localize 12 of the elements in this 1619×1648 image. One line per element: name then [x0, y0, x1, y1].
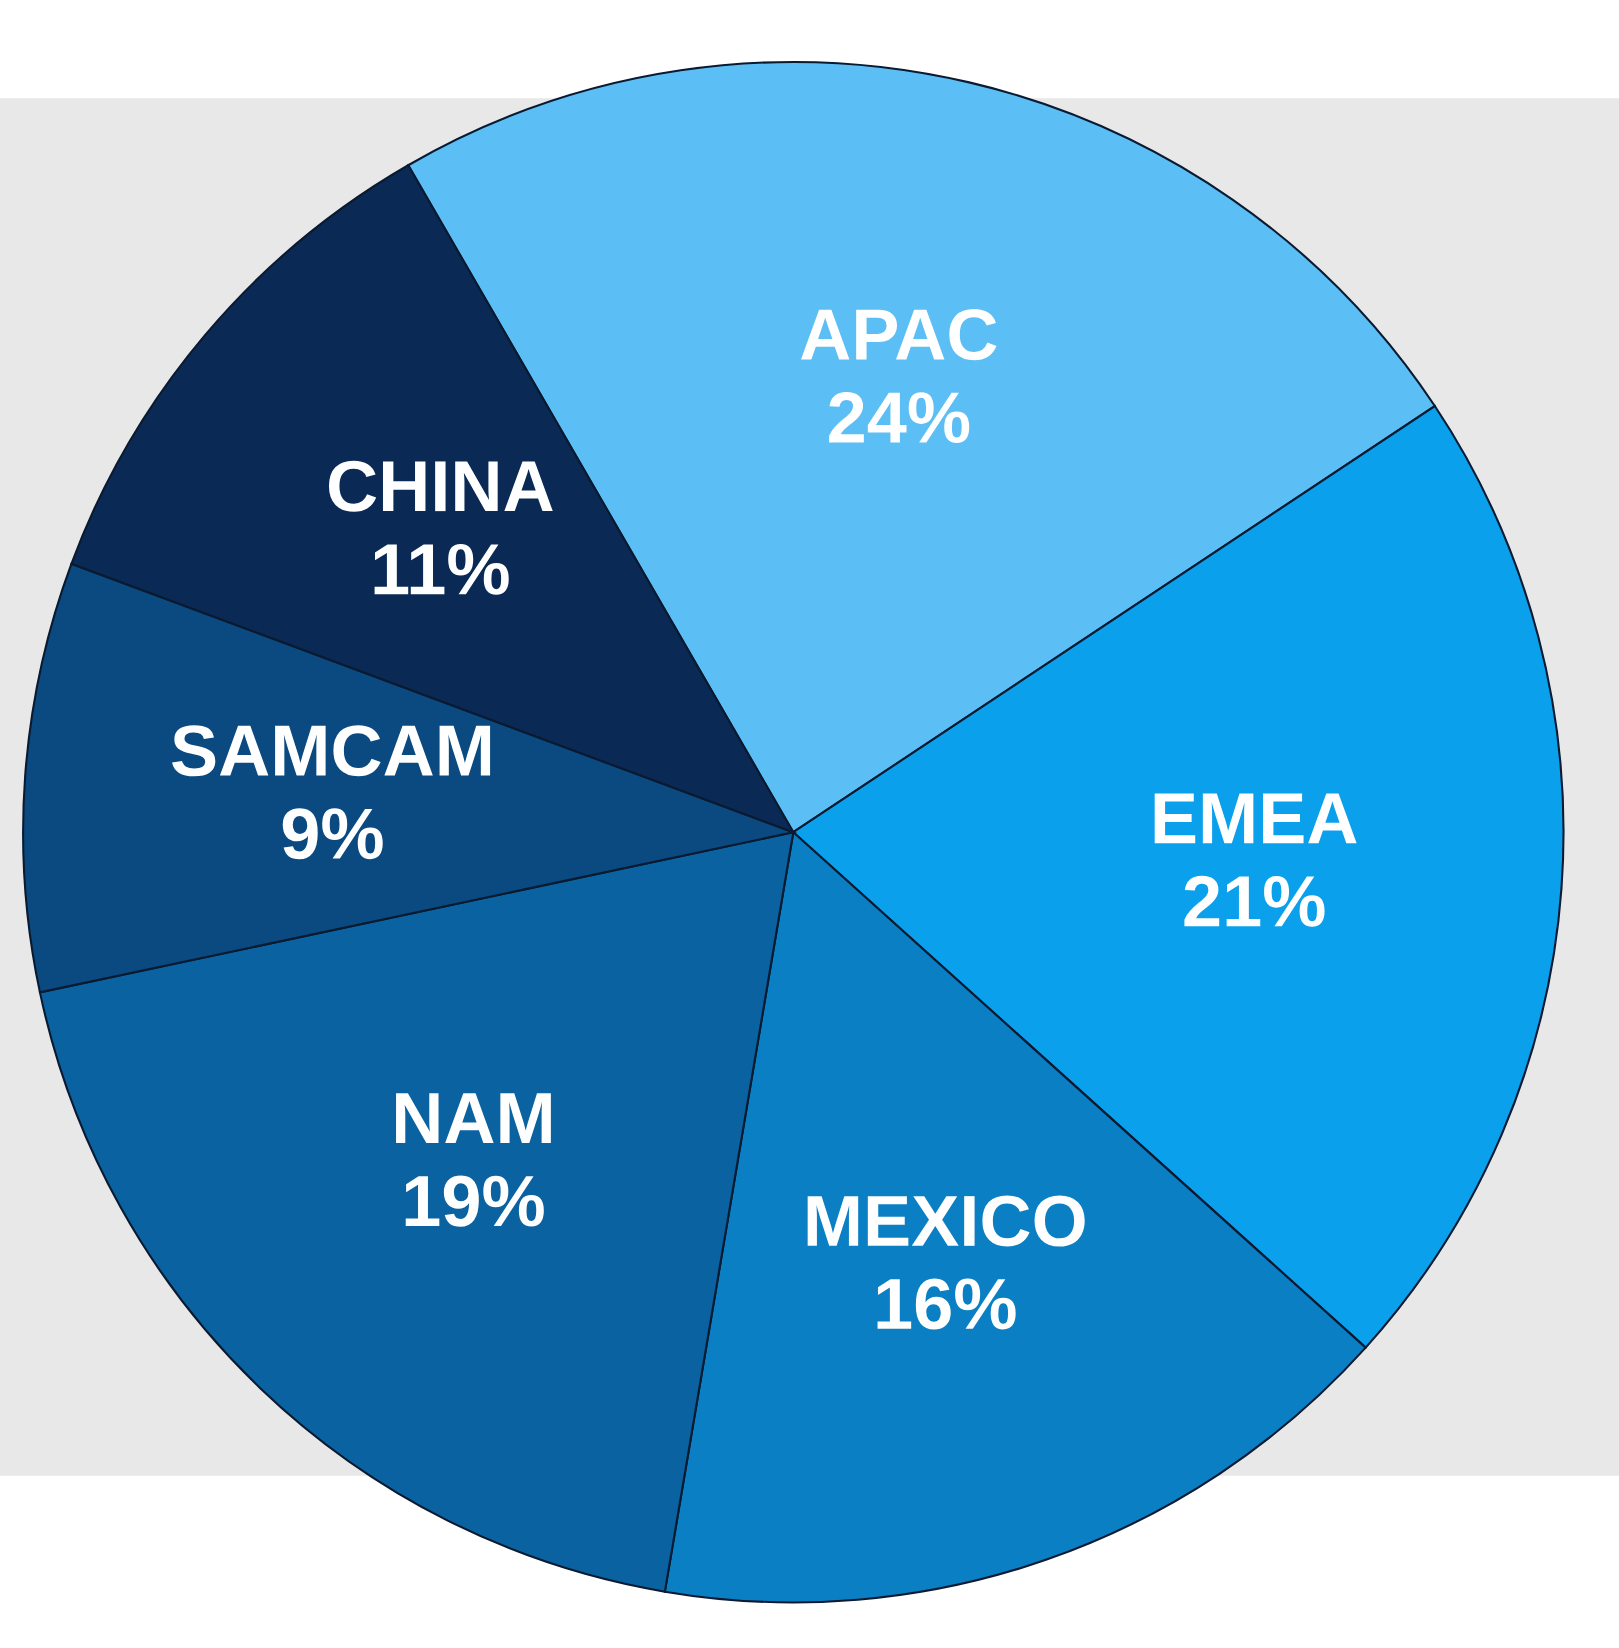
- slice-label: NAM: [396, 1093, 551, 1143]
- data-label: 21%: [1184, 875, 1325, 927]
- slice-label: EMEA: [1154, 793, 1357, 844]
- data-label: 24%: [829, 392, 970, 444]
- data-label: 19%: [405, 1175, 544, 1227]
- slice-label: SAMCAM: [172, 725, 491, 777]
- slice-label: MEXICO: [807, 1195, 1085, 1247]
- slice-label: APAC: [800, 309, 997, 361]
- data-label: 16%: [877, 1278, 1016, 1330]
- data-label: 9%: [282, 808, 383, 860]
- slice-label: CHINA: [328, 460, 553, 512]
- data-label: 11%: [374, 543, 509, 595]
